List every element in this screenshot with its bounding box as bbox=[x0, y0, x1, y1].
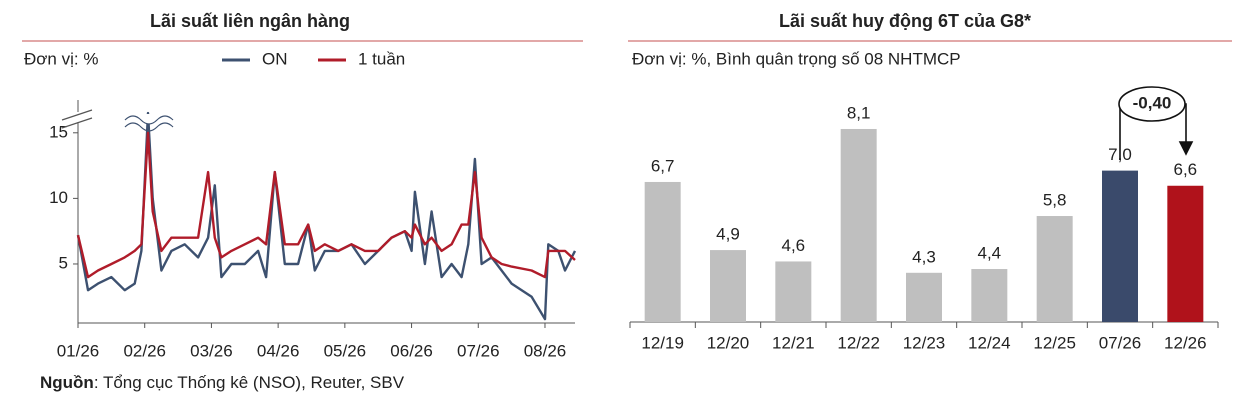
value-label: 6,7 bbox=[651, 156, 675, 175]
value-label: 5,8 bbox=[1043, 191, 1067, 210]
value-label: 6,6 bbox=[1174, 160, 1198, 179]
bar bbox=[710, 250, 746, 322]
bar bbox=[1167, 185, 1204, 322]
value-label: 8,1 bbox=[847, 103, 871, 122]
x-tick-label: 01/26 bbox=[57, 341, 100, 360]
x-tick-label: 07/26 bbox=[1099, 333, 1142, 352]
x-tick-label: 04/26 bbox=[257, 341, 300, 360]
x-tick-label: 05/26 bbox=[324, 341, 367, 360]
x-tick-label: 07/26 bbox=[457, 341, 500, 360]
value-label: 4,6 bbox=[782, 236, 806, 255]
chart-title: Lãi suất huy động 6T của G8* bbox=[779, 11, 1031, 31]
x-tick-label: 06/26 bbox=[390, 341, 433, 360]
y-tick-label: 15 bbox=[49, 122, 68, 141]
legend-label: ON bbox=[262, 49, 288, 68]
bar bbox=[775, 261, 812, 322]
source-label: Nguồn bbox=[40, 373, 94, 392]
value-label: 4,4 bbox=[978, 243, 1002, 262]
legend-label: 1 tuần bbox=[358, 49, 405, 68]
x-tick-label: 12/21 bbox=[772, 333, 815, 352]
value-label: 4,3 bbox=[912, 247, 936, 266]
x-tick-label: 03/26 bbox=[190, 341, 233, 360]
bar bbox=[971, 269, 1008, 322]
bar bbox=[644, 181, 681, 322]
bar bbox=[1102, 170, 1138, 322]
x-tick-label: 12/19 bbox=[641, 333, 684, 352]
change-arrow bbox=[1118, 86, 1194, 160]
x-tick-label: 02/26 bbox=[123, 341, 166, 360]
x-tick-label: 08/26 bbox=[524, 341, 567, 360]
bar bbox=[906, 272, 942, 322]
axis-break bbox=[61, 109, 174, 132]
y-tick-label: 5 bbox=[59, 253, 68, 272]
bar bbox=[840, 128, 877, 322]
x-tick-label: 12/20 bbox=[707, 333, 750, 352]
x-tick-label: 12/23 bbox=[903, 333, 946, 352]
x-tick-label: 12/25 bbox=[1033, 333, 1076, 352]
x-tick-label: 12/24 bbox=[968, 333, 1011, 352]
y-tick-label: 10 bbox=[49, 188, 68, 207]
chart-title: Lãi suất liên ngân hàng bbox=[150, 11, 350, 31]
source-text: : Tổng cục Thống kê (NSO), Reuter, SBV bbox=[94, 373, 405, 392]
x-tick-label: 12/26 bbox=[1164, 333, 1207, 352]
line-series bbox=[76, 131, 576, 279]
value-label: 4,9 bbox=[716, 225, 740, 244]
subtitle: Đơn vị: % bbox=[24, 49, 98, 68]
subtitle: Đơn vị: %, Bình quân trọng số 08 NHTMCP bbox=[632, 49, 961, 68]
bar bbox=[1036, 216, 1073, 322]
source: Nguồn: Tổng cục Thống kê (NSO), Reuter, … bbox=[40, 373, 405, 392]
annotation: -0,40 bbox=[1133, 93, 1172, 112]
x-tick-label: 12/22 bbox=[837, 333, 880, 352]
